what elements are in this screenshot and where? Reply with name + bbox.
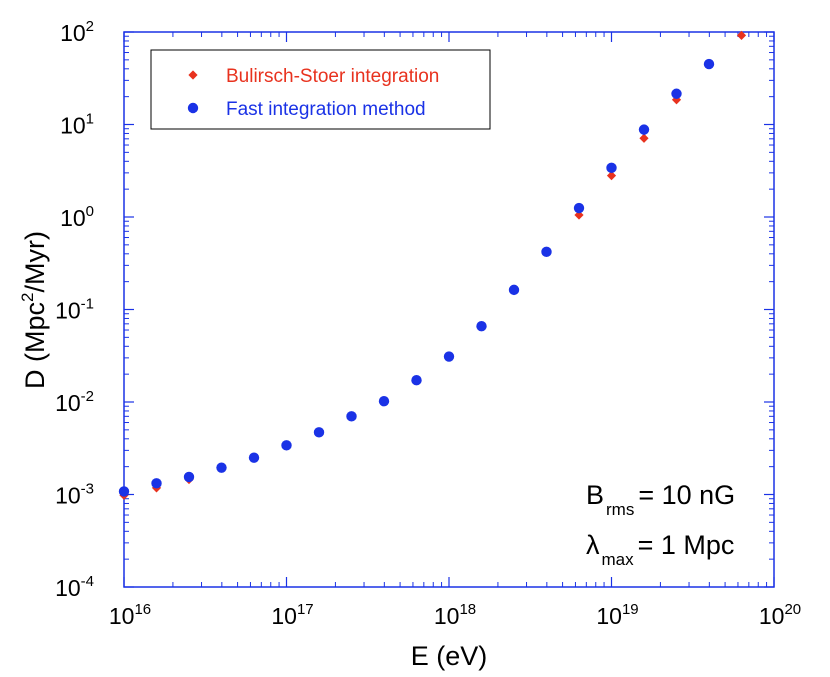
x-tick-label: 1017 [271, 601, 313, 629]
fast-integration-point [313, 427, 325, 438]
legend: Bulirsch-Stoer integration Fast integrat… [150, 49, 491, 130]
x-tick-label: 1019 [596, 601, 638, 629]
fast-integration-point [541, 246, 552, 258]
legend-marker [187, 102, 199, 114]
legend-box [150, 49, 491, 130]
fast-integration-point [248, 452, 260, 463]
annotation-lambda-max-subscript: max [602, 550, 635, 569]
bulirsch-stoer-point [736, 30, 747, 40]
legend-marker [188, 70, 198, 80]
fast-integration-point [281, 440, 292, 451]
y-tick-label: 101 [60, 111, 94, 139]
series-fast-integration [118, 58, 715, 497]
bulirsch-stoer-point [639, 133, 649, 143]
fast-integration-point [508, 284, 520, 296]
annotation-lambda-max: λ max = 1 Mpc [586, 530, 734, 569]
fast-integration-point [411, 375, 422, 386]
y-tick-label: 10-2 [55, 388, 94, 416]
x-axis-label: E (eV) [411, 641, 488, 671]
bulirsch-stoer-point [574, 210, 584, 220]
fast-integration-point [476, 320, 487, 332]
fast-integration-point [151, 478, 162, 489]
annotation-b-rms-subscript: rms [606, 500, 634, 519]
y-tick-label: 102 [60, 18, 94, 46]
fast-integration-point [378, 396, 390, 407]
fast-integration-point [703, 58, 715, 70]
x-ticks [123, 32, 775, 587]
fast-integration-point [118, 486, 130, 497]
y-ticks [124, 31, 774, 588]
legend-marker-circle [187, 102, 199, 114]
fast-integration-point [671, 88, 682, 99]
y-tick-label: 10-1 [55, 296, 94, 324]
x-tick-label: 1020 [759, 601, 801, 629]
y-tick-labels: 10-4 10-3 10-2 10-1 100 101 102 [55, 18, 94, 601]
fast-integration-point [346, 411, 357, 422]
legend-marker-diamond [188, 70, 198, 80]
fast-integration-point [216, 462, 227, 473]
bulirsch-stoer-point [606, 171, 617, 181]
x-tick-labels: 1016 1017 1018 1019 1020 [109, 601, 801, 629]
y-axis-label-superscript: 2 [18, 293, 37, 302]
fast-integration-point [443, 351, 455, 362]
y-tick-label: 10-4 [55, 573, 94, 601]
x-tick-label: 1018 [434, 601, 476, 629]
y-tick-label: 10-3 [55, 481, 94, 509]
y-tick-label: 100 [60, 203, 94, 231]
legend-label-fast-integration: Fast integration method [226, 99, 426, 120]
fast-integration-point [573, 202, 585, 214]
y-axis-label: D (Mpc2/Myr) [18, 231, 50, 389]
legend-label-bulirsch-stoer: Bulirsch-Stoer integration [226, 66, 439, 87]
x-tick-label: 1016 [109, 601, 151, 629]
fast-integration-point [183, 471, 195, 483]
fast-integration-point [638, 124, 650, 135]
fast-integration-point [606, 162, 617, 174]
